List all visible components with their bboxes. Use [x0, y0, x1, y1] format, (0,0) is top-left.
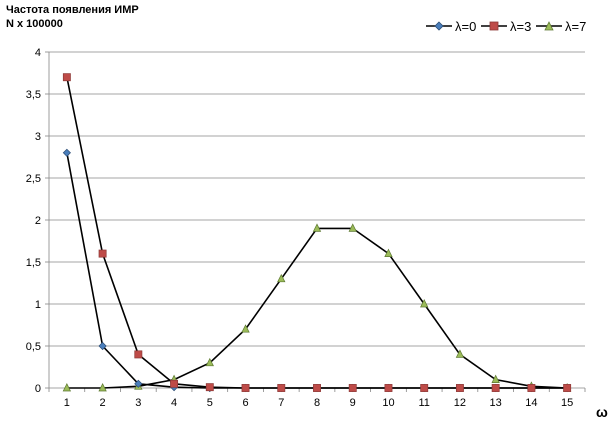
data-point-triangle	[205, 357, 214, 367]
data-point-square	[205, 383, 214, 392]
data-point-square	[170, 379, 179, 388]
data-point-triangle	[455, 349, 465, 358]
data-point-square	[420, 384, 429, 392]
legend-marker-diamond-icon	[426, 21, 452, 31]
x-tick-label: 7	[278, 397, 284, 409]
data-point-square	[277, 384, 286, 392]
y-tick-label: 3	[35, 131, 41, 143]
data-point-triangle	[62, 383, 72, 392]
data-point-square	[455, 384, 464, 392]
x-tick-label: 9	[350, 397, 356, 409]
x-tick-label: 1	[64, 397, 70, 409]
legend-label-0: λ=0	[455, 18, 477, 34]
y-tick-label: 0,5	[26, 341, 41, 353]
x-tick-label: 3	[135, 397, 141, 409]
x-tick-label: 5	[207, 397, 213, 409]
x-tick-label: 2	[100, 397, 106, 409]
data-point-square	[491, 384, 500, 392]
y-axis-title-line-1: Частота появления ИМР	[6, 4, 139, 16]
data-point-square	[98, 249, 107, 258]
legend-label-1: λ=3	[510, 18, 532, 34]
x-tick-label: 11	[418, 397, 429, 409]
x-tick-label: 12	[454, 397, 466, 409]
data-point-square	[348, 384, 357, 392]
legend-item-2: λ=7	[536, 18, 586, 34]
y-axis-title-line-2: N x 100000	[6, 18, 63, 30]
data-point-triangle	[491, 374, 500, 383]
x-tick-label: 13	[490, 397, 502, 409]
data-point-square	[563, 384, 572, 392]
y-tick-label: 1,5	[26, 257, 41, 269]
data-point-triangle	[420, 299, 429, 308]
data-point-triangle	[98, 383, 107, 392]
data-point-triangle	[312, 223, 322, 232]
series-line-1	[66, 77, 568, 389]
y-tick-label: 0	[35, 383, 41, 395]
data-point-diamond	[98, 341, 107, 351]
data-point-diamond	[62, 148, 71, 157]
x-tick-label: 6	[242, 397, 248, 409]
data-point-square	[527, 384, 536, 392]
x-tick-label: 8	[314, 397, 320, 409]
data-point-triangle	[384, 248, 393, 257]
data-point-diamond	[134, 379, 143, 388]
legend-marker-triangle-icon	[536, 21, 562, 31]
data-point-square	[62, 73, 71, 82]
x-axis-title: ω	[596, 404, 608, 420]
data-point-triangle	[241, 324, 250, 333]
legend-label-2: λ=7	[565, 18, 587, 34]
series-line-2	[66, 227, 568, 389]
data-point-square	[384, 384, 393, 392]
legend-item-0: λ=0	[426, 18, 476, 34]
data-point-square	[313, 384, 321, 392]
y-tick-label: 1	[35, 299, 41, 311]
data-point-square	[134, 350, 143, 359]
x-tick-label: 14	[525, 397, 537, 409]
legend-item-1: λ=3	[481, 18, 531, 34]
data-point-square	[241, 384, 250, 392]
x-tick-label: 10	[382, 397, 394, 409]
x-tick-label: 15	[561, 397, 573, 409]
y-tick-label: 4	[35, 47, 41, 59]
data-point-triangle	[348, 223, 357, 232]
legend-marker-square-icon	[481, 21, 507, 31]
x-tick-label: 4	[171, 397, 177, 409]
y-tick-label: 2	[35, 215, 41, 227]
y-tick-label: 2,5	[26, 173, 41, 185]
y-tick-label: 3,5	[26, 89, 41, 101]
data-point-triangle	[277, 273, 286, 283]
